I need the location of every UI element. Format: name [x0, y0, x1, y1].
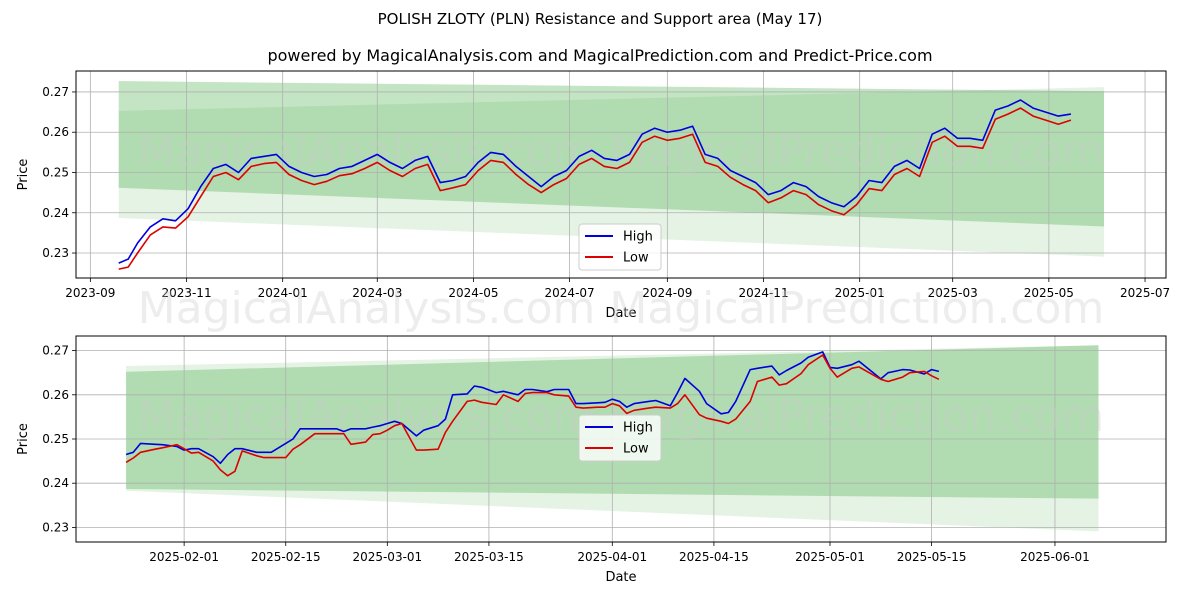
y-axis-label: Price [16, 159, 31, 191]
x-tick-label: 2025-04-01 [577, 550, 647, 564]
series-line-low [118, 107, 1072, 270]
y-tick-label: 0.24 [42, 476, 69, 490]
x-tick-label: 2023-09 [65, 286, 115, 300]
y-tick-label: 0.26 [42, 125, 69, 139]
series-line-high [118, 99, 1072, 264]
x-axis-label: Date [605, 570, 636, 585]
y-tick-label: 0.26 [42, 388, 69, 402]
y-tick-label: 0.23 [42, 246, 69, 260]
series-line-low [125, 354, 940, 477]
y-tick-label: 0.24 [42, 206, 69, 220]
y-tick-label: 0.23 [42, 520, 69, 534]
x-tick-label: 2025-03 [928, 286, 978, 300]
chart-title: POLISH ZLOTY (PLN) Resistance and Suppor… [377, 10, 823, 28]
x-tick-label: 2025-01 [835, 286, 885, 300]
y-tick-label: 0.25 [42, 432, 69, 446]
legend-label-high: High [623, 230, 653, 245]
x-tick-label: 2025-03-15 [454, 550, 524, 564]
plot-frame [75, 335, 1167, 543]
x-axis-label: Date [605, 306, 636, 321]
y-tick-label: 0.27 [42, 344, 69, 358]
x-tick-label: 2024-07 [545, 286, 595, 300]
x-tick-label: 2024-09 [642, 286, 692, 300]
x-tick-label: 2024-05 [448, 286, 498, 300]
x-tick-label: 2025-04-15 [679, 550, 749, 564]
legend-label-low: Low [623, 442, 649, 457]
watermark: MagicalAnalysis.com MagicalPrediction.co… [138, 283, 1105, 334]
plot-frame [75, 70, 1167, 279]
watermark: MagicalAnalysis.com MagicalPrediction.co… [138, 126, 1105, 177]
x-tick-label: 2024-03 [352, 286, 402, 300]
x-tick-label: 2024-01 [258, 286, 308, 300]
legend-label-high: High [623, 421, 653, 436]
y-axis-label: Price [16, 423, 31, 455]
x-tick-label: 2025-02-01 [149, 550, 219, 564]
y-tick-label: 0.25 [42, 165, 69, 179]
x-tick-label: 2025-03-01 [352, 550, 422, 564]
x-tick-label: 2025-02-15 [251, 550, 321, 564]
y-tick-label: 0.27 [42, 85, 69, 99]
x-tick-label: 2025-05-01 [795, 550, 865, 564]
chart-panel-1: 2023-09 2023-11 2024-01 2024-03 2024-05 2024-… [16, 70, 1170, 321]
x-tick-label: 2023-11 [161, 286, 211, 300]
x-tick-label: 2025-06-01 [1020, 550, 1090, 564]
x-tick-label: 2025-05-15 [897, 550, 967, 564]
x-tick-label: 2024-11 [738, 286, 788, 300]
chart-subtitle: powered by MagicalAnalysis.com and Magic… [267, 46, 933, 65]
support-resistance-band-1 [118, 81, 1105, 227]
x-tick-label: 2025-05 [1024, 286, 1074, 300]
chart-panel-2: 2025-02-01 2025-02-15 2025-03-01 2025-03-15… [16, 335, 1167, 585]
x-tick-label: 2025-07 [1120, 286, 1170, 300]
support-resistance-band-2 [118, 87, 1105, 257]
series-line-high [125, 351, 940, 465]
legend-label-low: Low [623, 251, 649, 266]
